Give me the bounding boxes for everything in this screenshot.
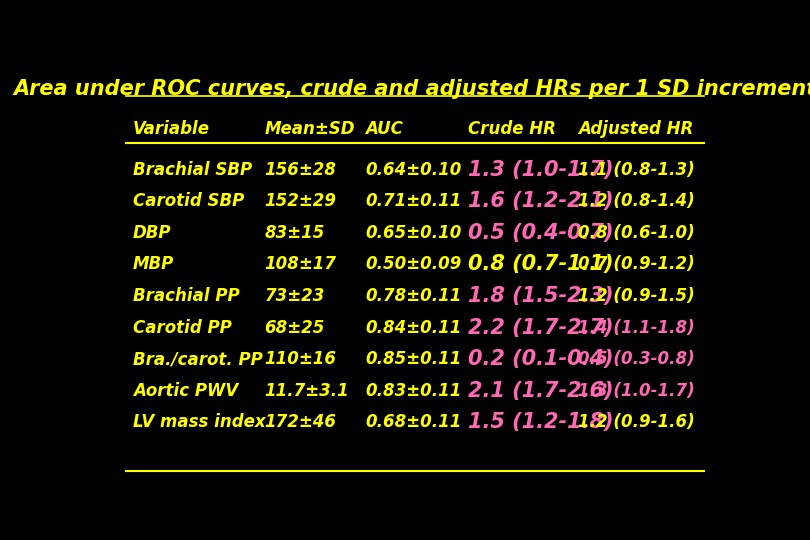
Text: Variable: Variable [133,119,210,138]
Text: 0.2 (0.1-0.4): 0.2 (0.1-0.4) [468,349,614,369]
Text: 0.78±0.11: 0.78±0.11 [364,287,461,305]
Text: 1.3 (1.0-1.7): 1.3 (1.0-1.7) [468,160,614,180]
Text: 110±16: 110±16 [264,350,336,368]
Text: 73±23: 73±23 [264,287,325,305]
Text: Area under ROC curves, crude and adjusted HRs per 1 SD increment: Area under ROC curves, crude and adjuste… [14,79,810,99]
Text: 0.65±0.10: 0.65±0.10 [364,224,461,242]
Text: Brachial SBP: Brachial SBP [133,160,252,179]
Text: 0.5 (0.3-0.8): 0.5 (0.3-0.8) [578,350,695,368]
Text: Crude HR: Crude HR [468,119,556,138]
Text: 0.83±0.11: 0.83±0.11 [364,382,461,400]
Text: DBP: DBP [133,224,171,242]
Text: 1.3 (1.0-1.7): 1.3 (1.0-1.7) [578,382,695,400]
Text: AUC: AUC [364,119,403,138]
Text: 0.7 (0.9-1.2): 0.7 (0.9-1.2) [578,255,695,273]
Text: 0.84±0.11: 0.84±0.11 [364,319,461,336]
Text: 0.64±0.10: 0.64±0.10 [364,160,461,179]
Text: 11.7±3.1: 11.7±3.1 [264,382,349,400]
Text: 1.2 (0.9-1.6): 1.2 (0.9-1.6) [578,414,695,431]
Text: Aortic PWV: Aortic PWV [133,382,238,400]
Text: 2.1 (1.7-2.6): 2.1 (1.7-2.6) [468,381,614,401]
Text: Mean±SD: Mean±SD [264,119,355,138]
Text: 1.8 (1.5-2.3): 1.8 (1.5-2.3) [468,286,614,306]
Text: LV mass index: LV mass index [133,414,265,431]
Text: 0.5 (0.4-0.7): 0.5 (0.4-0.7) [468,223,614,243]
Text: Carotid SBP: Carotid SBP [133,192,244,210]
Text: MBP: MBP [133,255,174,273]
Text: 83±15: 83±15 [264,224,325,242]
Text: 68±25: 68±25 [264,319,325,336]
Text: 0.68±0.11: 0.68±0.11 [364,414,461,431]
Text: 0.50±0.09: 0.50±0.09 [364,255,461,273]
Text: 0.85±0.11: 0.85±0.11 [364,350,461,368]
Text: Carotid PP: Carotid PP [133,319,232,336]
Text: 1.2 (0.8-1.4): 1.2 (0.8-1.4) [578,192,695,210]
Text: 0.71±0.11: 0.71±0.11 [364,192,461,210]
Text: 108±17: 108±17 [264,255,336,273]
Text: 0.8 (0.6-1.0): 0.8 (0.6-1.0) [578,224,695,242]
Text: Adjusted HR: Adjusted HR [578,119,693,138]
Text: Brachial PP: Brachial PP [133,287,239,305]
Text: 1.1 (0.8-1.3): 1.1 (0.8-1.3) [578,160,695,179]
Text: 1.4 (1.1-1.8): 1.4 (1.1-1.8) [578,319,695,336]
Text: 1.5 (1.2-1.8): 1.5 (1.2-1.8) [468,413,614,433]
Text: 0.8 (0.7-1.1): 0.8 (0.7-1.1) [468,254,614,274]
Text: 2.2 (1.7-2.7): 2.2 (1.7-2.7) [468,318,614,338]
Text: 1.2 (0.9-1.5): 1.2 (0.9-1.5) [578,287,695,305]
Text: Bra./carot. PP: Bra./carot. PP [133,350,262,368]
Text: 152±29: 152±29 [264,192,336,210]
Text: 172±46: 172±46 [264,414,336,431]
Text: 1.6 (1.2-2.1): 1.6 (1.2-2.1) [468,191,614,211]
Text: 156±28: 156±28 [264,160,336,179]
